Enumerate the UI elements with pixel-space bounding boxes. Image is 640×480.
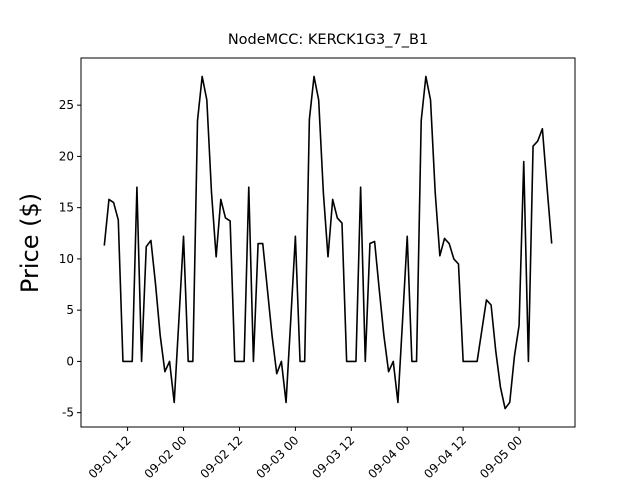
- y-tick-label: 5: [66, 303, 74, 317]
- y-tick-label: 15: [59, 201, 74, 215]
- x-tick-label: 09-02 00: [142, 433, 190, 480]
- price-line: [103, 75, 553, 410]
- y-tick-label: 25: [59, 98, 74, 112]
- y-tick-label: 20: [59, 149, 74, 163]
- x-tick-label: 09-03 12: [309, 433, 357, 480]
- x-tick-label: 09-02 12: [198, 433, 246, 480]
- x-tick-label: 09-05 00: [477, 433, 525, 480]
- y-tick-label: 0: [66, 354, 74, 368]
- x-tick-label: 09-01 12: [86, 433, 134, 480]
- chart-title: NodeMCC: KERCK1G3_7_B1: [228, 32, 428, 48]
- y-tick-label: 10: [59, 252, 74, 266]
- y-axis-label: Price ($): [16, 193, 44, 293]
- x-tick-label: 09-03 00: [253, 433, 301, 480]
- y-tick-label: -5: [62, 406, 74, 420]
- plot-frame: [80, 57, 576, 428]
- x-tick-label: 09-04 12: [421, 433, 469, 480]
- x-tick-label: 09-04 00: [365, 433, 413, 480]
